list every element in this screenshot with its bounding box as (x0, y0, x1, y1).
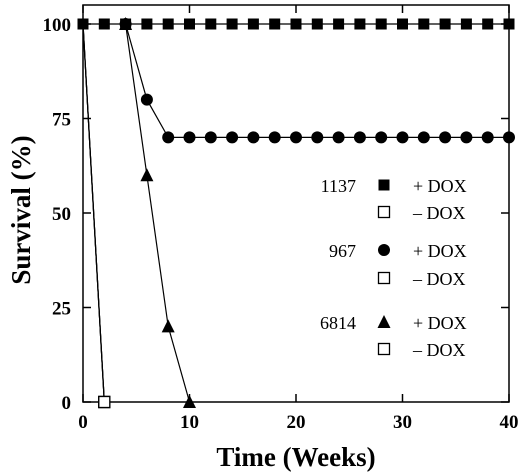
series-line (125, 23, 191, 403)
x-tick-label: 30 (393, 412, 412, 433)
x-tick-label: 20 (287, 412, 306, 433)
data-point (183, 395, 196, 408)
data-point (183, 131, 196, 144)
data-point (311, 18, 323, 30)
legend-item-text: – DOX (412, 203, 466, 223)
y-tick-label: 25 (52, 299, 71, 320)
legend-item-text: + DOX (413, 241, 467, 261)
legend-marker (377, 205, 391, 219)
y-tick-label: 50 (52, 204, 71, 225)
legend-marker (377, 315, 391, 328)
legend-marker (377, 271, 391, 285)
data-point (353, 131, 366, 144)
data-point (140, 168, 154, 182)
legend-marker (377, 342, 391, 356)
data-point (417, 131, 430, 144)
data-point (184, 18, 195, 30)
data-point (268, 131, 281, 144)
data-point (247, 18, 259, 30)
data-point (397, 18, 408, 30)
legend-group-label: 967 (329, 241, 356, 261)
data-point (161, 319, 175, 333)
data-point (140, 93, 153, 106)
data-point (439, 131, 452, 144)
data-point (460, 18, 472, 30)
data-point (77, 18, 89, 30)
data-point (482, 18, 494, 30)
data-point (396, 131, 409, 144)
data-point (204, 131, 217, 144)
legend-item-text: – DOX (412, 269, 466, 289)
data-point (290, 18, 302, 30)
x-tick-label: 40 (500, 412, 519, 433)
data-point (269, 18, 281, 30)
data-point (119, 17, 133, 30)
legend-item-text: + DOX (413, 176, 467, 196)
x-tick-label: 10 (180, 412, 199, 433)
y-tick-label: 0 (62, 393, 72, 414)
data-point (333, 18, 345, 30)
data-point (354, 18, 366, 30)
legend-group-label: 6814 (320, 313, 356, 333)
axis-ticks: 0 10 20 30 40 0 25 50 75 100 (43, 5, 519, 433)
data-point (162, 131, 175, 144)
data-point (375, 18, 387, 30)
data-point (418, 18, 430, 30)
data-point (226, 18, 238, 30)
series-line (82, 23, 105, 403)
data-point (226, 131, 239, 144)
data-point (162, 18, 174, 30)
data-point (205, 18, 217, 30)
legend-marker (378, 179, 390, 191)
data-point (460, 131, 473, 144)
legend: 1137 + DOX – DOX 967 + DOX – DOX 6814 + DOX – DO… (320, 176, 467, 360)
data-point (98, 18, 110, 30)
data-point (503, 131, 515, 144)
data-point (332, 131, 345, 144)
y-tick-label: 75 (52, 110, 71, 131)
x-tick-label: 0 (78, 412, 88, 433)
legend-marker (378, 244, 390, 256)
data-point (290, 131, 302, 144)
legend-item-text: + DOX (413, 313, 467, 333)
series-layer (77, 17, 515, 409)
data-point (439, 18, 451, 30)
series-line (125, 23, 509, 138)
x-axis-label: Time (Weeks) (216, 442, 375, 472)
data-point (481, 131, 494, 144)
data-point (98, 395, 111, 409)
data-point (141, 18, 153, 30)
legend-item-text: – DOX (412, 340, 466, 360)
y-tick-label: 100 (43, 15, 72, 36)
data-point (503, 18, 515, 30)
data-point (311, 131, 324, 144)
legend-group-label: 1137 (321, 176, 356, 196)
data-point (375, 131, 388, 144)
y-axis-label: Survival (%) (6, 135, 36, 284)
data-point (247, 131, 260, 144)
